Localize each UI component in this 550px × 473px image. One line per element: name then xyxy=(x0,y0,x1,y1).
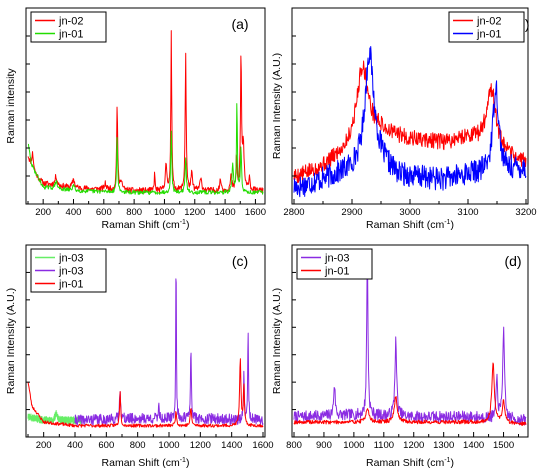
panel-d-ticks: 800 900 1000 1100 1200 1300 1400 1500 xyxy=(286,271,520,451)
panel-b-legend-box xyxy=(448,11,525,43)
panel-c-legend-label-2: jn-03 xyxy=(58,266,83,278)
panel-d-ylabel: Raman Intensity (A.U.) xyxy=(271,288,283,394)
panel-b-xtick-label-3100: 3100 xyxy=(457,207,478,218)
panel-d-legend-box xyxy=(296,248,373,280)
panel-a-xtick-label-1200: 1200 xyxy=(184,207,205,218)
panel-b-xtick-label-3000: 3000 xyxy=(399,207,420,218)
panel-a-xtick-label-1000: 1000 xyxy=(154,207,175,218)
panel-c-xtick-label-1000: 1000 xyxy=(158,440,179,451)
panel-a: 200 400 600 800 1000 1200 1400 1600 (a) jn-02jn… xyxy=(5,7,266,231)
panel-d-xtick-label-900: 900 xyxy=(316,440,332,451)
panel-a-series-2-line xyxy=(27,103,264,195)
panel-a-xtick-label-600: 600 xyxy=(96,207,112,218)
panel-d-legend-label-2: jn-01 xyxy=(324,266,349,278)
panel-a-xlabel: Raman Shift (cm-1) xyxy=(102,219,190,231)
panel-b-xtick-label-2900: 2900 xyxy=(341,207,362,218)
panel-d-xlabel: Raman Shift (cm-1) xyxy=(366,457,454,469)
panel-b-legend-label-1: jn-02 xyxy=(476,16,501,28)
panel-b-series-2-line xyxy=(293,46,527,198)
panel-c-series-3-line xyxy=(27,358,264,428)
panel-c-xtick-label-600: 600 xyxy=(98,440,114,451)
panel-d-xtick-label-1400: 1400 xyxy=(463,440,484,451)
panel-d-series-2-line xyxy=(293,362,527,426)
panel-c-label: (c) xyxy=(232,253,248,269)
panel-d-xtick-label-800: 800 xyxy=(286,440,302,451)
panel-c-xtick-label-1200: 1200 xyxy=(190,440,211,451)
panel-b-series-1-line xyxy=(293,60,527,184)
panel-c-series-2-line xyxy=(74,278,264,426)
panel-c-xtick-label-200: 200 xyxy=(36,440,52,451)
panel-c-series-1-line xyxy=(27,409,82,425)
panel-c-legend-label-3: jn-01 xyxy=(58,279,83,291)
panel-a-xtick-label-1600: 1600 xyxy=(245,207,266,218)
panel-a-legend-box xyxy=(30,11,107,43)
panel-c-xtick-label-1600: 1600 xyxy=(252,440,273,451)
panel-a-ticks: 200 400 600 800 1000 1200 1400 1600 xyxy=(26,35,266,218)
panel-b-ylabel: Raman Intensity (A.U.) xyxy=(271,53,283,159)
panel-c-xlabel: Raman Shift (cm-1) xyxy=(102,457,190,469)
panel-d-xtick-label-1000: 1000 xyxy=(343,440,364,451)
panel-a-xtick-label-800: 800 xyxy=(126,207,142,218)
panel-b-xtick-label-3200: 3200 xyxy=(515,207,536,218)
panel-a-label: (a) xyxy=(231,16,248,32)
panel-c: 200 400 600 800 1000 1200 1400 1600 (c) jn-03jn… xyxy=(5,244,274,469)
panel-c-frame xyxy=(25,244,266,438)
panel-d-label: (d) xyxy=(504,253,521,269)
panel-a-series xyxy=(27,30,264,195)
panel-d-xtick-label-1100: 1100 xyxy=(374,440,394,451)
panel-a-xtick-label-400: 400 xyxy=(66,207,82,218)
panel-a-frame xyxy=(25,7,266,205)
panel-b-xtick-label-2800: 2800 xyxy=(283,207,304,218)
panel-d-xtick-label-1500: 1500 xyxy=(493,440,514,451)
panel-d-series xyxy=(293,257,527,426)
panel-c-xtick-label-400: 400 xyxy=(67,440,83,451)
panel-a-ylabel: Raman intensity xyxy=(5,68,17,144)
panel-a-xtick-label-200: 200 xyxy=(35,207,51,218)
panel-b-xlabel: Raman Shift (cm-1) xyxy=(366,219,454,231)
panel-a-series-1-line xyxy=(27,30,264,194)
panel-c-xtick-label-1400: 1400 xyxy=(221,440,242,451)
panel-d: 800 900 1000 1100 1200 1300 1400 1500 (d) jn-03… xyxy=(271,244,529,469)
panel-d-frame xyxy=(291,244,529,438)
panel-a-xtick-label-1400: 1400 xyxy=(215,207,236,218)
panel-d-xtick-label-1200: 1200 xyxy=(403,440,424,451)
panel-a-legend-label-1: jn-02 xyxy=(58,16,83,28)
panel-c-xtick-label-800: 800 xyxy=(130,440,146,451)
panel-c-ylabel: Raman Intensity (A.U.) xyxy=(5,288,17,394)
panel-b-series xyxy=(293,46,527,198)
panel-b-legend-label-2: jn-01 xyxy=(476,29,501,41)
panel-b-ticks: 2800 2900 3000 3100 3200 xyxy=(283,35,537,218)
panel-d-xtick-label-1300: 1300 xyxy=(433,440,454,451)
panel-c-legend-label-1: jn-03 xyxy=(58,253,83,265)
panel-a-legend-label-2: jn-01 xyxy=(58,29,83,41)
panel-d-legend-label-1: jn-03 xyxy=(324,253,349,265)
panel-c-series xyxy=(27,278,264,428)
panel-c-ticks: 200 400 600 800 1000 1200 1400 1600 xyxy=(26,271,274,451)
